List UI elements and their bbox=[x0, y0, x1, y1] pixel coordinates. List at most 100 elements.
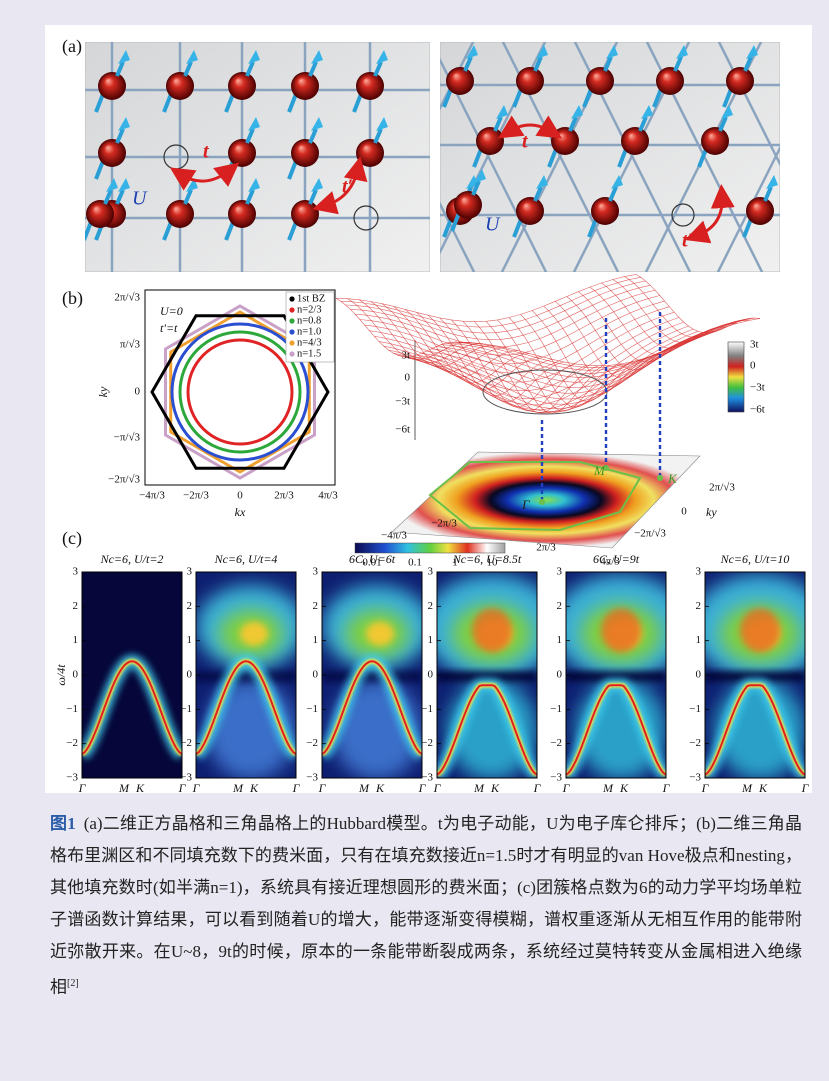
x-tick-label: 0 bbox=[237, 490, 243, 502]
spectrum-bg bbox=[82, 572, 182, 778]
spectral-weight bbox=[472, 608, 512, 652]
y-tick-label: 1 bbox=[557, 634, 563, 646]
x-tick-label: Γ bbox=[433, 781, 442, 795]
legend-marker bbox=[289, 307, 294, 312]
spectral-weight bbox=[740, 608, 780, 652]
y-tick-label: 3 bbox=[187, 566, 193, 578]
panel-title: 6C, U=6t bbox=[349, 552, 396, 566]
y-tick-label: 0 bbox=[696, 669, 702, 681]
colorbar-label: 3t bbox=[750, 339, 759, 351]
legend-label: n=0.8 bbox=[297, 315, 321, 326]
y-tick-label: −1 bbox=[421, 703, 433, 715]
x-axis-label: kx bbox=[235, 505, 246, 519]
y-tick-label: 2 bbox=[696, 600, 702, 612]
y-tick-label: π/√3 bbox=[120, 339, 141, 351]
page-body: { "figure": { "panel_a": { "label": "(a)… bbox=[0, 0, 829, 1081]
spectral-panel bbox=[82, 572, 182, 778]
y-tick-label: −2π/√3 bbox=[108, 474, 140, 486]
y-tick-label: −1 bbox=[66, 703, 78, 715]
x-tick-label: −4π/3 bbox=[381, 530, 407, 542]
panel-title: Nc=6, U/t=2 bbox=[100, 552, 164, 566]
panel-title: Nc=6, U=8.5t bbox=[452, 552, 522, 566]
y-tick-label: −2 bbox=[180, 737, 192, 749]
z-tick-label: 3t bbox=[401, 350, 410, 362]
y-tick-label: 1 bbox=[187, 634, 193, 646]
y-tick-label: 0 bbox=[557, 669, 563, 681]
colorbar-label: −3t bbox=[750, 382, 765, 394]
panel-title: Nc=6, U/t=4 bbox=[214, 552, 278, 566]
electron bbox=[454, 191, 482, 219]
y-tick-label: 1 bbox=[73, 634, 79, 646]
y-tick-label: 1 bbox=[313, 634, 319, 646]
y-tick-label: 2 bbox=[73, 600, 79, 612]
colorbar bbox=[728, 342, 744, 412]
electron bbox=[746, 197, 774, 225]
y-tick-label: 3 bbox=[313, 566, 319, 578]
spectral-panel bbox=[196, 572, 306, 780]
gap-region bbox=[322, 672, 422, 682]
y-tick-label: −3 bbox=[550, 772, 562, 784]
electron bbox=[516, 67, 544, 95]
x-tick-label: M bbox=[358, 781, 370, 795]
legend-label: 1st BZ bbox=[297, 293, 325, 304]
electron bbox=[356, 72, 384, 100]
x-tick-label: 4π/3 bbox=[318, 490, 338, 502]
x-tick-label: Γ bbox=[801, 781, 810, 795]
electron bbox=[726, 67, 754, 95]
y-tick-label: −2 bbox=[306, 737, 318, 749]
spectral-weight bbox=[366, 622, 394, 646]
electron bbox=[291, 139, 319, 167]
k-point bbox=[539, 499, 545, 505]
k-point-label: M bbox=[593, 463, 606, 478]
annotation: U=0 bbox=[160, 304, 183, 318]
y-tick-label: 3 bbox=[696, 566, 702, 578]
interaction-label: U bbox=[485, 214, 501, 236]
y-tick-label: −2 bbox=[421, 737, 433, 749]
y-tick-label: 3 bbox=[428, 566, 434, 578]
y-tick-label: 1 bbox=[696, 634, 702, 646]
x-tick-label: −2π/3 bbox=[183, 490, 209, 502]
x-tick-label: M bbox=[741, 781, 753, 795]
legend-marker bbox=[289, 296, 294, 301]
electron bbox=[228, 72, 256, 100]
electron bbox=[291, 200, 319, 228]
spectral-panel bbox=[322, 572, 432, 780]
x-tick-label: Γ bbox=[662, 781, 671, 795]
y-tick-label: 3 bbox=[557, 566, 563, 578]
y-tick-label: 0 bbox=[681, 506, 687, 518]
x-tick-label: Γ bbox=[318, 781, 327, 795]
annotation: t′=t bbox=[160, 321, 178, 335]
legend-marker bbox=[289, 318, 294, 323]
x-tick-label: −2π/3 bbox=[431, 518, 457, 530]
hopping-label: t′ bbox=[682, 230, 693, 252]
x-tick-label: Γ bbox=[78, 781, 87, 795]
electron bbox=[356, 139, 384, 167]
electron bbox=[446, 67, 474, 95]
y-tick-label: 2 bbox=[313, 600, 319, 612]
gap-region bbox=[196, 672, 296, 682]
z-tick-label: 0 bbox=[405, 372, 411, 384]
legend-label: n=1.0 bbox=[297, 326, 321, 337]
y-tick-label: 0 bbox=[187, 669, 193, 681]
y-tick-label: 2 bbox=[428, 600, 434, 612]
caption-reference: [2] bbox=[67, 978, 79, 989]
x-tick-label: M bbox=[232, 781, 244, 795]
electron bbox=[291, 72, 319, 100]
legend-marker bbox=[289, 351, 294, 356]
y-axis-label: ω/4t bbox=[54, 664, 68, 686]
legend-label: n=2/3 bbox=[297, 304, 322, 315]
y-tick-label: −3 bbox=[66, 772, 78, 784]
x-tick-label: K bbox=[135, 781, 145, 795]
x-tick-label: Γ bbox=[192, 781, 201, 795]
y-tick-label: 3 bbox=[73, 566, 79, 578]
y-tick-label: 0 bbox=[73, 669, 79, 681]
electron bbox=[701, 127, 729, 155]
colorbar-label: −6t bbox=[750, 404, 765, 416]
x-tick-label: K bbox=[249, 781, 259, 795]
electron bbox=[228, 139, 256, 167]
k-point bbox=[657, 475, 663, 481]
square-lattice bbox=[84, 42, 430, 272]
caption-text: (a)二维正方晶格和三角晶格上的Hubbard模型。t为电子动能，U为电子库仑排… bbox=[50, 814, 802, 997]
electron bbox=[586, 67, 614, 95]
spectral-weight bbox=[601, 608, 641, 652]
